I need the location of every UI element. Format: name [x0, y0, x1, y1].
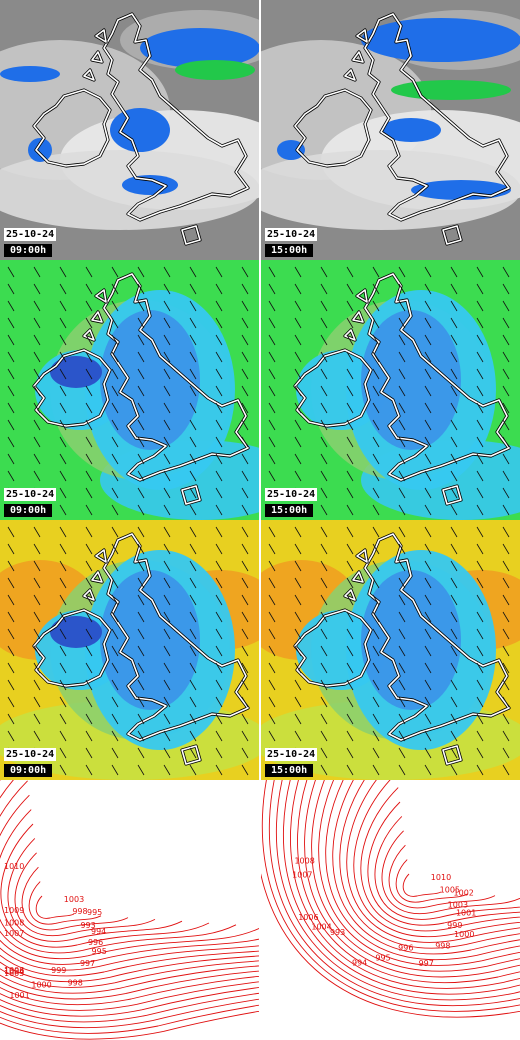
wind-field — [296, 290, 520, 520]
isobar-label: 997 — [419, 959, 434, 968]
time-stamp: 09:00h — [4, 764, 53, 777]
isobar-labels: 1010100510031002100110009999989979969959… — [292, 856, 476, 968]
isobar-label: 1004 — [311, 923, 331, 932]
isobar-label: 996 — [88, 938, 103, 947]
wind-arrows — [7, 526, 249, 776]
date-stamp: 25-10-24 — [265, 228, 318, 241]
isobar-label: 995 — [92, 947, 107, 956]
isobar-label: 1001 — [456, 909, 476, 918]
isobar-label: 1003 — [448, 901, 468, 910]
isobar-label: 994 — [352, 958, 367, 967]
isobar-label: 998 — [72, 907, 87, 916]
isobar-label: 1008 — [294, 856, 314, 865]
isobar-label: 1006 — [298, 913, 318, 922]
isobar-label: 996 — [398, 943, 413, 952]
time-stamp: 15:00h — [265, 244, 314, 257]
map-panel-precipitation-right: 25-10-24 15:00h — [261, 0, 520, 260]
isobar-label: 1007 — [4, 929, 24, 938]
rain-areas — [0, 28, 259, 195]
wind-field — [35, 290, 259, 520]
isobar-label: 995 — [375, 953, 390, 962]
map-panel-wind-field-right: 25-10-24 15:00h — [261, 260, 520, 520]
date-stamp: 25-10-24 — [4, 748, 57, 761]
isobar-label: 1009 — [4, 906, 24, 915]
gust-field — [261, 550, 520, 780]
date-stamp: 25-10-24 — [265, 488, 318, 501]
wind-arrows — [7, 266, 249, 516]
isobar-label: 999 — [447, 921, 462, 930]
coastline — [32, 272, 250, 506]
isobar-label: 1002 — [454, 889, 474, 898]
time-stamp: 15:00h — [265, 764, 314, 777]
isobar-label: 998 — [435, 941, 450, 950]
isobar-label: 1006 — [4, 966, 24, 975]
coastline — [293, 12, 511, 246]
isobar-label: 1004 — [4, 967, 24, 976]
coastline — [293, 532, 511, 766]
isobar-label: 1000 — [454, 930, 474, 939]
time-stamp: 15:00h — [265, 504, 314, 517]
isobar-label: 998 — [68, 979, 83, 988]
date-stamp: 25-10-24 — [265, 748, 318, 761]
wind-arrows — [268, 526, 510, 776]
date-stamp: 25-10-24 — [4, 228, 57, 241]
map-panel-wind-field-left: 25-10-24 09:00h — [0, 260, 259, 520]
map-panel-pressure-isobars-left: 1003 998 993 995 994 995 996 997 998 999 1000 1001 1… — [0, 780, 259, 1040]
isobar-lines — [261, 780, 520, 1018]
isobar-label: 1005 — [440, 885, 460, 894]
isobar-label: 1003 — [64, 895, 84, 904]
isobar-label: 1007 — [292, 871, 312, 880]
coastline — [293, 272, 511, 506]
map-panel-precipitation-left: 25-10-24 09:00h — [0, 0, 259, 260]
isobar-label: 1001 — [9, 991, 29, 1000]
isobar-label: 997 — [80, 959, 95, 968]
isobar-label: 993 — [80, 921, 95, 930]
isobar-label: 994 — [91, 927, 106, 936]
isobar-label: 999 — [51, 966, 66, 975]
isobar-lines — [0, 780, 259, 1040]
isobar-label: 1010 — [4, 862, 24, 871]
isobar-label: 1000 — [31, 980, 51, 989]
isobar-labels: 1003998993995994995996997998999100010011… — [4, 862, 107, 1000]
isobar-label: 995 — [87, 908, 102, 917]
map-panel-pressure-isobars-right: 1010 1005 1003 1002 1001 1000 999 998 997 996 995 9… — [261, 780, 520, 1040]
time-stamp: 09:00h — [4, 504, 53, 517]
rain-areas — [277, 18, 520, 200]
map-panel-wind-gust-right: 25-10-24 15:00h — [261, 520, 520, 780]
wind-arrows — [268, 266, 510, 516]
map-panel-wind-gust-left: 25-10-24 09:00h — [0, 520, 259, 780]
isobar-label: 1010 — [431, 873, 451, 882]
coastline — [32, 12, 250, 246]
isobar-label: 1005 — [4, 969, 24, 978]
isobar-label: 1008 — [4, 919, 24, 928]
isobar-label: 993 — [330, 928, 345, 937]
column-divider — [259, 0, 261, 1040]
time-stamp: 09:00h — [4, 244, 53, 257]
coastline — [32, 532, 250, 766]
date-stamp: 25-10-24 — [4, 488, 57, 501]
